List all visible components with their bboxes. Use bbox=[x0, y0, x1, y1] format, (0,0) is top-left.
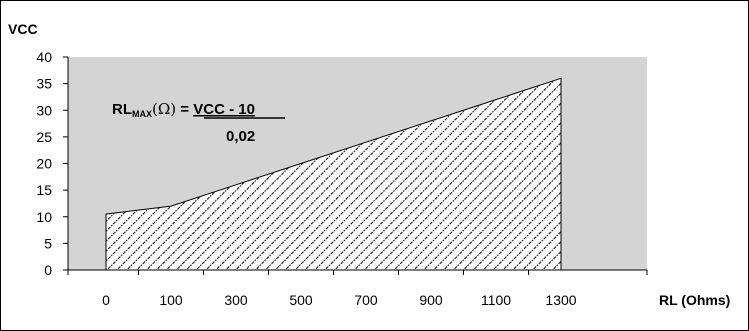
y-tick-label: 20 bbox=[36, 156, 52, 172]
x-tick-label: 1300 bbox=[545, 292, 576, 308]
y-tick-label: 15 bbox=[36, 182, 52, 198]
y-tick-label: 5 bbox=[44, 235, 52, 251]
x-tick-label: 0 bbox=[102, 292, 110, 308]
x-tick-label: 300 bbox=[224, 292, 248, 308]
y-tick-group: 0 5 10 15 20 25 30 35 40 bbox=[36, 49, 68, 278]
y-tick-label: 40 bbox=[36, 49, 52, 65]
y-tick-label: 30 bbox=[36, 102, 52, 118]
series-area bbox=[105, 77, 562, 271]
y-tick-label: 35 bbox=[36, 76, 52, 92]
x-tick-label: 1100 bbox=[481, 292, 511, 308]
y-tick-label: 0 bbox=[44, 262, 52, 278]
x-tick-label: 100 bbox=[159, 292, 183, 308]
x-tick-label: 900 bbox=[419, 292, 443, 308]
formula-denominator: 0,02 bbox=[226, 128, 255, 145]
y-axis-title: VCC bbox=[8, 21, 38, 37]
svg-text:RLMAX(Ω) = VCC - 10: RLMAX(Ω) = VCC - 10 bbox=[112, 100, 255, 119]
x-tick-label: 700 bbox=[354, 292, 378, 308]
x-tick-label: 500 bbox=[289, 292, 313, 308]
formula-annotation: RLMAX(Ω) = VCC - 10 0,02 bbox=[112, 100, 285, 145]
y-tick-label: 25 bbox=[36, 129, 52, 145]
x-tick-group: 0 100 300 500 700 900 1100 1300 bbox=[67, 270, 648, 308]
formula-numerator: VCC - 10 bbox=[193, 101, 255, 118]
formula-subscript: MAX bbox=[132, 109, 152, 119]
formula-equals: = bbox=[176, 101, 193, 118]
formula-main: RL bbox=[112, 101, 132, 118]
y-tick-label: 10 bbox=[36, 209, 52, 225]
x-axis-title: RL (Ohms) bbox=[659, 292, 730, 308]
formula-unit: (Ω) bbox=[152, 100, 176, 118]
